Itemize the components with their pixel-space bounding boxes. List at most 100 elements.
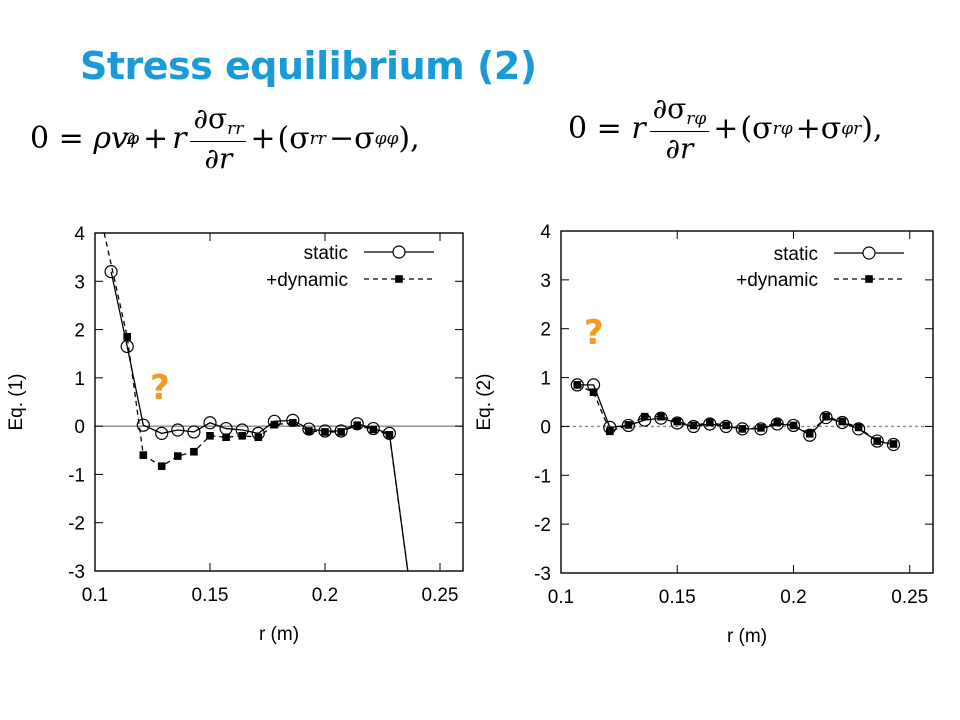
- x-axis-label: r (m): [727, 626, 767, 647]
- data-point-dynamic: [206, 432, 214, 440]
- y-tick-label: 1: [540, 369, 551, 390]
- y-tick-label: 1: [74, 369, 85, 390]
- y-axis-label: Eq. (1): [6, 373, 27, 430]
- chart-2: 4 3 2 1 0 -1 -2 -30.1 0.15 0.2 0.25 r (m) Eq. (2) sta…: [474, 222, 934, 647]
- eq-left-s1-sub: rr: [309, 128, 326, 149]
- x-tick-label: 0.15: [192, 585, 229, 606]
- eq-left-fraction: ∂σrr ∂r: [190, 102, 247, 175]
- y-tick-label: -3: [534, 564, 551, 585]
- legend-marker: [395, 275, 403, 283]
- data-point-static: [187, 425, 201, 439]
- y-tick-label: 4: [74, 224, 85, 245]
- data-point-static: [621, 418, 636, 433]
- data-point-static: [870, 434, 884, 448]
- eq-right-paren-open: (σ: [740, 111, 773, 147]
- data-point-dynamic: [805, 429, 814, 438]
- legend-marker: [862, 246, 876, 260]
- y-tick-label: 3: [540, 271, 551, 292]
- x-tick-label: 0.1: [82, 585, 108, 606]
- eq-left-s2-sub: φφ: [374, 128, 399, 149]
- equation-left: 0 = ρv 2 φ + r ∂σrr ∂r + (σ rr −σ φφ ),: [30, 104, 420, 173]
- data-point-dynamic: [305, 427, 313, 435]
- eq-left-fraction-den: ∂r: [204, 141, 233, 175]
- eq-left-lhs: 0 =: [30, 121, 84, 157]
- plot-frame: [560, 230, 934, 574]
- y-tick-label: -2: [534, 515, 551, 536]
- eq-right-fraction-den: ∂r: [665, 131, 694, 165]
- eq-left-fraction-num: ∂σ: [193, 102, 228, 135]
- data-point-static: [886, 437, 901, 452]
- data-point-dynamic: [139, 451, 148, 459]
- data-point-dynamic: [289, 418, 297, 427]
- eq-left-paren-open: (σ: [277, 121, 310, 157]
- data-point-static: [334, 424, 348, 438]
- legend-label: static: [304, 243, 348, 264]
- y-axis-label: Eq. (2): [474, 373, 495, 430]
- eq-right-s1-sub: rφ: [772, 118, 793, 139]
- slide-title: Stress equilibrium (2): [80, 44, 537, 88]
- eq-left-minus: −σ: [328, 121, 375, 157]
- data-point-dynamic: [573, 381, 582, 389]
- data-point-dynamic: [238, 432, 246, 440]
- data-point-static: [686, 419, 701, 434]
- eq-left-term1-sup: 2: [125, 129, 137, 149]
- y-tick-label: -2: [68, 514, 85, 535]
- eq-left-plus2: +: [250, 121, 276, 157]
- eq-right-fraction-num-sub: rφ: [686, 109, 707, 129]
- eq-left-r: r: [172, 121, 187, 157]
- data-point-dynamic: [321, 428, 329, 436]
- data-point-static: [703, 417, 717, 431]
- data-point-static: [851, 422, 866, 436]
- legend-marker: [392, 245, 406, 259]
- x-tick-label: 0.25: [422, 585, 459, 606]
- y-tick-label: 2: [540, 320, 551, 341]
- data-point-dynamic: [673, 417, 682, 426]
- data-point-dynamic: [657, 412, 665, 421]
- x-tick-label: 0.1: [548, 587, 574, 608]
- data-point-static: [302, 422, 316, 436]
- eq-right-fraction: ∂σrφ ∂r: [649, 92, 710, 165]
- chart-1: 4 3 2 1 0 -1 -2 -30.1 0.15 0.2 0.25 r (m) Eq. (1) sta…: [6, 224, 464, 645]
- data-point-static: [803, 428, 817, 442]
- data-point-static: [104, 265, 118, 279]
- eq-right-s2-sub: φr: [841, 118, 862, 139]
- data-point-dynamic: [838, 417, 847, 426]
- x-tick-label: 0.25: [891, 587, 928, 608]
- eq-right-fraction-num: ∂σ: [652, 92, 687, 125]
- data-point-static: [155, 426, 169, 440]
- question-mark-left: ?: [150, 368, 170, 408]
- data-point-dynamic: [889, 440, 898, 448]
- data-point-dynamic: [270, 420, 279, 429]
- data-point-static: [719, 419, 733, 434]
- data-point-dynamic: [640, 412, 649, 421]
- eq-right-plus: +: [713, 111, 739, 147]
- plot-frame: [94, 232, 464, 572]
- eq-left-paren-close: ),: [398, 121, 420, 157]
- data-point-dynamic: [337, 428, 345, 436]
- data-point-dynamic: [789, 421, 798, 430]
- data-point-dynamic: [773, 418, 782, 427]
- eq-right-lhs: 0 =: [568, 111, 622, 147]
- data-point-dynamic: [757, 424, 765, 432]
- eq-left-fraction-num-sub: rr: [227, 119, 244, 139]
- eq-right-plus2: +σ: [795, 111, 842, 147]
- x-tick-label: 0.2: [780, 587, 806, 608]
- x-tick-label: 0.2: [312, 585, 338, 606]
- y-tick-label: 2: [74, 321, 85, 342]
- data-point-dynamic: [174, 452, 182, 460]
- legend-label: +dynamic: [266, 270, 348, 291]
- data-point-static: [318, 424, 332, 438]
- data-point-dynamic: [722, 421, 730, 430]
- eq-right-paren-close: ),: [861, 111, 883, 147]
- data-point-static: [171, 423, 185, 437]
- data-point-dynamic: [589, 388, 598, 397]
- data-point-dynamic: [873, 437, 881, 445]
- data-point-dynamic: [222, 433, 230, 442]
- data-point-static: [819, 411, 833, 425]
- data-point-static: [350, 417, 364, 431]
- data-point-dynamic: [157, 462, 166, 471]
- data-point-dynamic: [706, 418, 714, 427]
- data-point-dynamic: [624, 421, 633, 429]
- data-point-dynamic: [738, 425, 747, 433]
